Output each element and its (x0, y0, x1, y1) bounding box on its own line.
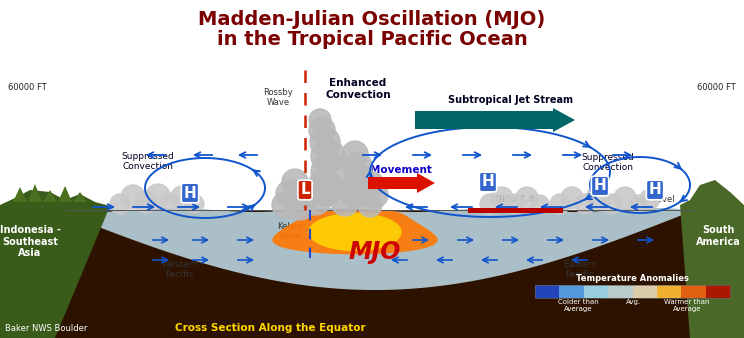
Circle shape (311, 153, 349, 191)
Text: Niño 3.4: Niño 3.4 (496, 195, 535, 204)
Text: Subtropical Jet Stream: Subtropical Jet Stream (447, 95, 572, 105)
Circle shape (358, 193, 382, 217)
Circle shape (311, 139, 345, 173)
Circle shape (186, 195, 204, 213)
Polygon shape (73, 192, 87, 202)
Polygon shape (272, 210, 437, 255)
Text: Rossby
Wave: Rossby Wave (263, 88, 293, 107)
Bar (468, 208, 563, 213)
Circle shape (339, 176, 371, 208)
Bar (705, 285, 731, 298)
Circle shape (362, 182, 388, 208)
Circle shape (331, 188, 359, 216)
Circle shape (360, 172, 384, 196)
Circle shape (282, 169, 308, 195)
Text: Temperature Anomalies: Temperature Anomalies (576, 274, 689, 283)
Text: Indonesia -
Southeast
Asia: Indonesia - Southeast Asia (0, 225, 60, 258)
Polygon shape (308, 213, 402, 251)
Circle shape (602, 194, 622, 214)
Text: H: H (481, 174, 494, 190)
Polygon shape (55, 208, 695, 290)
Text: Baker NWS Boulder: Baker NWS Boulder (5, 324, 87, 333)
Circle shape (491, 187, 513, 209)
Text: Eastern
Pacific: Eastern Pacific (562, 260, 597, 280)
Circle shape (629, 195, 647, 213)
Text: H: H (184, 186, 196, 200)
Text: Western
Pacific: Western Pacific (161, 260, 199, 280)
Bar (0, 210, 744, 338)
Circle shape (614, 187, 636, 209)
Polygon shape (43, 190, 57, 202)
Text: Colder than
Average: Colder than Average (557, 299, 598, 312)
Text: Madden-Julian Oscillation (MJO): Madden-Julian Oscillation (MJO) (199, 10, 545, 29)
Circle shape (272, 192, 298, 218)
Circle shape (310, 127, 340, 157)
Text: H: H (594, 178, 606, 193)
Polygon shape (28, 184, 42, 202)
Circle shape (342, 141, 368, 167)
FancyArrow shape (415, 108, 575, 132)
Text: 60000 FT: 60000 FT (8, 83, 47, 93)
Circle shape (285, 190, 315, 220)
Circle shape (480, 194, 500, 214)
Circle shape (160, 193, 180, 213)
Circle shape (586, 186, 610, 210)
Circle shape (640, 189, 660, 209)
Polygon shape (680, 180, 744, 338)
Circle shape (550, 194, 570, 214)
Circle shape (307, 170, 343, 206)
Text: H: H (649, 183, 661, 197)
Circle shape (309, 117, 335, 143)
Bar (682, 285, 706, 298)
Circle shape (516, 187, 538, 209)
Circle shape (110, 194, 130, 214)
FancyArrow shape (368, 173, 435, 193)
Bar (535, 285, 730, 298)
Circle shape (561, 187, 583, 209)
Text: Avg.: Avg. (626, 299, 641, 305)
Text: Cross Section Along the Equator: Cross Section Along the Equator (175, 323, 365, 333)
Text: Movement: Movement (370, 165, 432, 175)
Text: in the Tropical Pacific Ocean: in the Tropical Pacific Ocean (217, 30, 527, 49)
Bar (632, 285, 658, 298)
Circle shape (298, 181, 332, 215)
Text: Enhanced
Convection: Enhanced Convection (325, 78, 391, 100)
Circle shape (276, 180, 304, 208)
Bar (535, 285, 560, 298)
Circle shape (135, 191, 157, 213)
Text: Suppressed
Convection: Suppressed Convection (121, 152, 174, 171)
Circle shape (146, 184, 170, 208)
Polygon shape (58, 186, 72, 202)
Text: South
America: South America (696, 225, 740, 247)
Polygon shape (13, 187, 27, 202)
Circle shape (344, 152, 372, 180)
Text: Kelvin
Wave: Kelvin Wave (278, 222, 303, 241)
Text: L: L (300, 183, 310, 197)
Text: Warmer than
Average: Warmer than Average (664, 299, 710, 312)
Bar (657, 285, 682, 298)
Circle shape (345, 165, 375, 195)
Polygon shape (0, 190, 110, 338)
Circle shape (309, 109, 331, 131)
Bar (559, 285, 584, 298)
Text: 60000 FT: 60000 FT (697, 83, 736, 93)
Bar (584, 285, 609, 298)
Circle shape (121, 185, 145, 209)
Circle shape (505, 194, 525, 214)
Circle shape (575, 194, 595, 214)
Circle shape (531, 195, 549, 213)
Bar (608, 285, 633, 298)
Text: MJO: MJO (349, 240, 401, 264)
Text: Suppressed
Convection: Suppressed Convection (582, 153, 635, 172)
Text: Sea Level: Sea Level (634, 195, 675, 204)
Circle shape (171, 186, 193, 208)
